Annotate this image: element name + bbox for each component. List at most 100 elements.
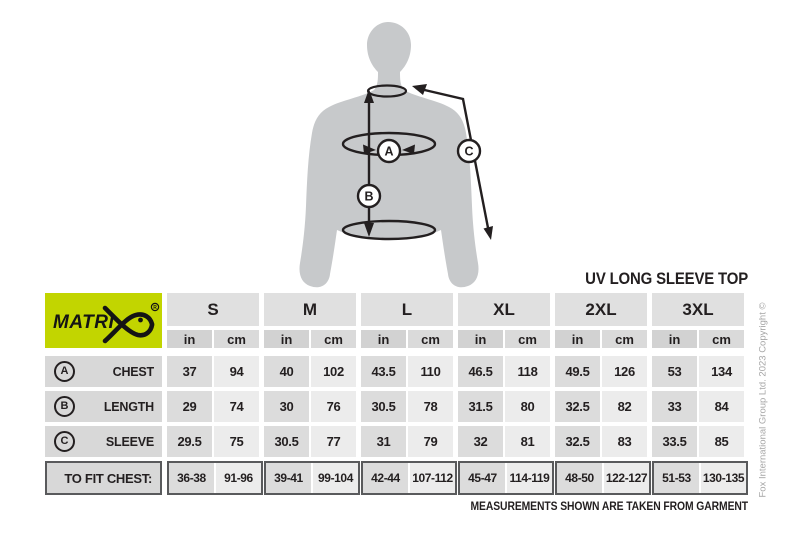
table-cell: 33: [652, 391, 697, 422]
table-cell: 122-127: [604, 463, 649, 493]
table-cell: 30: [264, 391, 309, 422]
table-cell: 48-50: [557, 463, 602, 493]
marker-c-circle: [456, 138, 482, 164]
table-cell: 130-135: [701, 463, 746, 493]
sleeve-arrowhead-bottom: [483, 226, 493, 240]
table-cell: 39-41: [266, 463, 311, 493]
fit-box-xl: 45-47 114-119: [458, 461, 554, 495]
table-cell: 114-119: [507, 463, 552, 493]
fit-box-l: 42-44 107-112: [361, 461, 457, 495]
table-cell: 40: [264, 356, 309, 387]
table-cell: 43.5: [361, 356, 406, 387]
unit-header-in: in: [652, 330, 697, 348]
table-row-chest: A CHEST 37 94 40 102 43.5 110 46.5 118 4…: [45, 356, 748, 387]
table-cell: 79: [408, 426, 453, 457]
table-cell: 80: [505, 391, 550, 422]
size-col-header-2xl: 2XL: [555, 293, 647, 326]
table-cell: 32.5: [555, 391, 600, 422]
unit-header-in: in: [264, 330, 309, 348]
table-cell: 32.5: [555, 426, 600, 457]
table-cell: 77: [311, 426, 356, 457]
size-col-header-xl: XL: [458, 293, 550, 326]
table-cell: 110: [408, 356, 453, 387]
table-cell: 94: [214, 356, 259, 387]
table-cell: 126: [602, 356, 647, 387]
size-col-header-3xl: 3XL: [652, 293, 744, 326]
table-row-sleeve: C SLEEVE 29.5 75 30.5 77 31 79 32 81 32.…: [45, 426, 748, 457]
table-cell: 31.5: [458, 391, 503, 422]
unit-header-cm: cm: [214, 330, 259, 348]
table-cell: 74: [214, 391, 259, 422]
sleeve-arrowhead-top: [412, 84, 427, 95]
size-col-header-s: S: [167, 293, 259, 326]
row-label: LENGTH: [103, 399, 154, 414]
marker-a-letter: A: [384, 145, 393, 159]
table-cell: 31: [361, 426, 406, 457]
unit-header-in: in: [361, 330, 406, 348]
table-cell: 85: [699, 426, 744, 457]
table-cell: 78: [408, 391, 453, 422]
row-label: SLEEVE: [105, 434, 154, 449]
marker-c-badge: C: [54, 431, 75, 452]
unit-header-cm: cm: [602, 330, 647, 348]
table-row-to-fit-chest: TO FIT CHEST: 36-38 91-96 39-41 99-104 4…: [45, 461, 748, 495]
table-cell: 33.5: [652, 426, 697, 457]
table-cell: 36-38: [169, 463, 214, 493]
table-cell: 53: [652, 356, 697, 387]
unit-header-cm: cm: [311, 330, 356, 348]
table-cell: 83: [602, 426, 647, 457]
table-cell: 81: [505, 426, 550, 457]
registered-mark-icon: [150, 302, 160, 312]
chest-arrowhead-right: [402, 144, 415, 154]
table-row-length: B LENGTH 29 74 30 76 30.5 78 31.5 80 32.…: [45, 391, 748, 422]
table-cell: 91-96: [216, 463, 261, 493]
fish-eye-icon: [138, 317, 143, 323]
marker-b-badge: B: [54, 396, 75, 417]
copyright-vertical: Fox International Group Ltd. 2023 Copyri…: [757, 302, 769, 498]
marker-b-letter: B: [364, 190, 373, 204]
marker-a-circle: [376, 138, 402, 164]
table-cell: 30.5: [264, 426, 309, 457]
unit-header-cm: cm: [408, 330, 453, 348]
row-header-chest: A CHEST: [45, 356, 162, 387]
marker-b-circle: [356, 183, 382, 209]
page-title: UV LONG SLEEVE TOP: [585, 269, 748, 288]
unit-header-cm: cm: [505, 330, 550, 348]
marker-c-letter: C: [464, 145, 473, 159]
table-cell: 107-112: [410, 463, 455, 493]
fit-box-3xl: 51-53 130-135: [652, 461, 748, 495]
collar-ellipse: [366, 84, 408, 98]
row-header-sleeve: C SLEEVE: [45, 426, 162, 457]
length-arrowhead-up: [364, 89, 374, 103]
chest-arrowhead-left: [363, 144, 376, 154]
logo-wordmark: MATRI: [53, 312, 114, 333]
table-cell: 29: [167, 391, 212, 422]
table-header: MATRI R S M L XL 2XL 3XL i: [45, 293, 748, 352]
table-cell: 42-44: [363, 463, 408, 493]
registered-mark-letter: R: [153, 305, 157, 311]
table-cell: 51-53: [654, 463, 699, 493]
length-arrowhead-down: [364, 223, 374, 237]
size-header-row: S M L XL 2XL 3XL: [167, 293, 744, 326]
row-header-to-fit-chest: TO FIT CHEST:: [45, 461, 162, 495]
row-label: CHEST: [112, 364, 155, 379]
hem-ellipse: [341, 219, 437, 241]
unit-header-in: in: [555, 330, 600, 348]
size-col-header-l: L: [361, 293, 453, 326]
table-cell: 134: [699, 356, 744, 387]
table-cell: 75: [214, 426, 259, 457]
unit-header-in: in: [458, 330, 503, 348]
table-cell: 76: [311, 391, 356, 422]
table-cell: 102: [311, 356, 356, 387]
marker-a-badge: A: [54, 361, 75, 382]
fish-x-icon: [102, 312, 155, 344]
fit-box-s: 36-38 91-96: [167, 461, 263, 495]
size-table: MATRI R S M L XL 2XL 3XL i: [45, 293, 748, 499]
fit-box-2xl: 48-50 122-127: [555, 461, 651, 495]
footer-note: MEASUREMENTS SHOWN ARE TAKEN FROM GARMEN…: [470, 501, 749, 513]
size-col-header-m: M: [264, 293, 356, 326]
table-cell: 37: [167, 356, 212, 387]
table-cell: 82: [602, 391, 647, 422]
table-cell: 32: [458, 426, 503, 457]
